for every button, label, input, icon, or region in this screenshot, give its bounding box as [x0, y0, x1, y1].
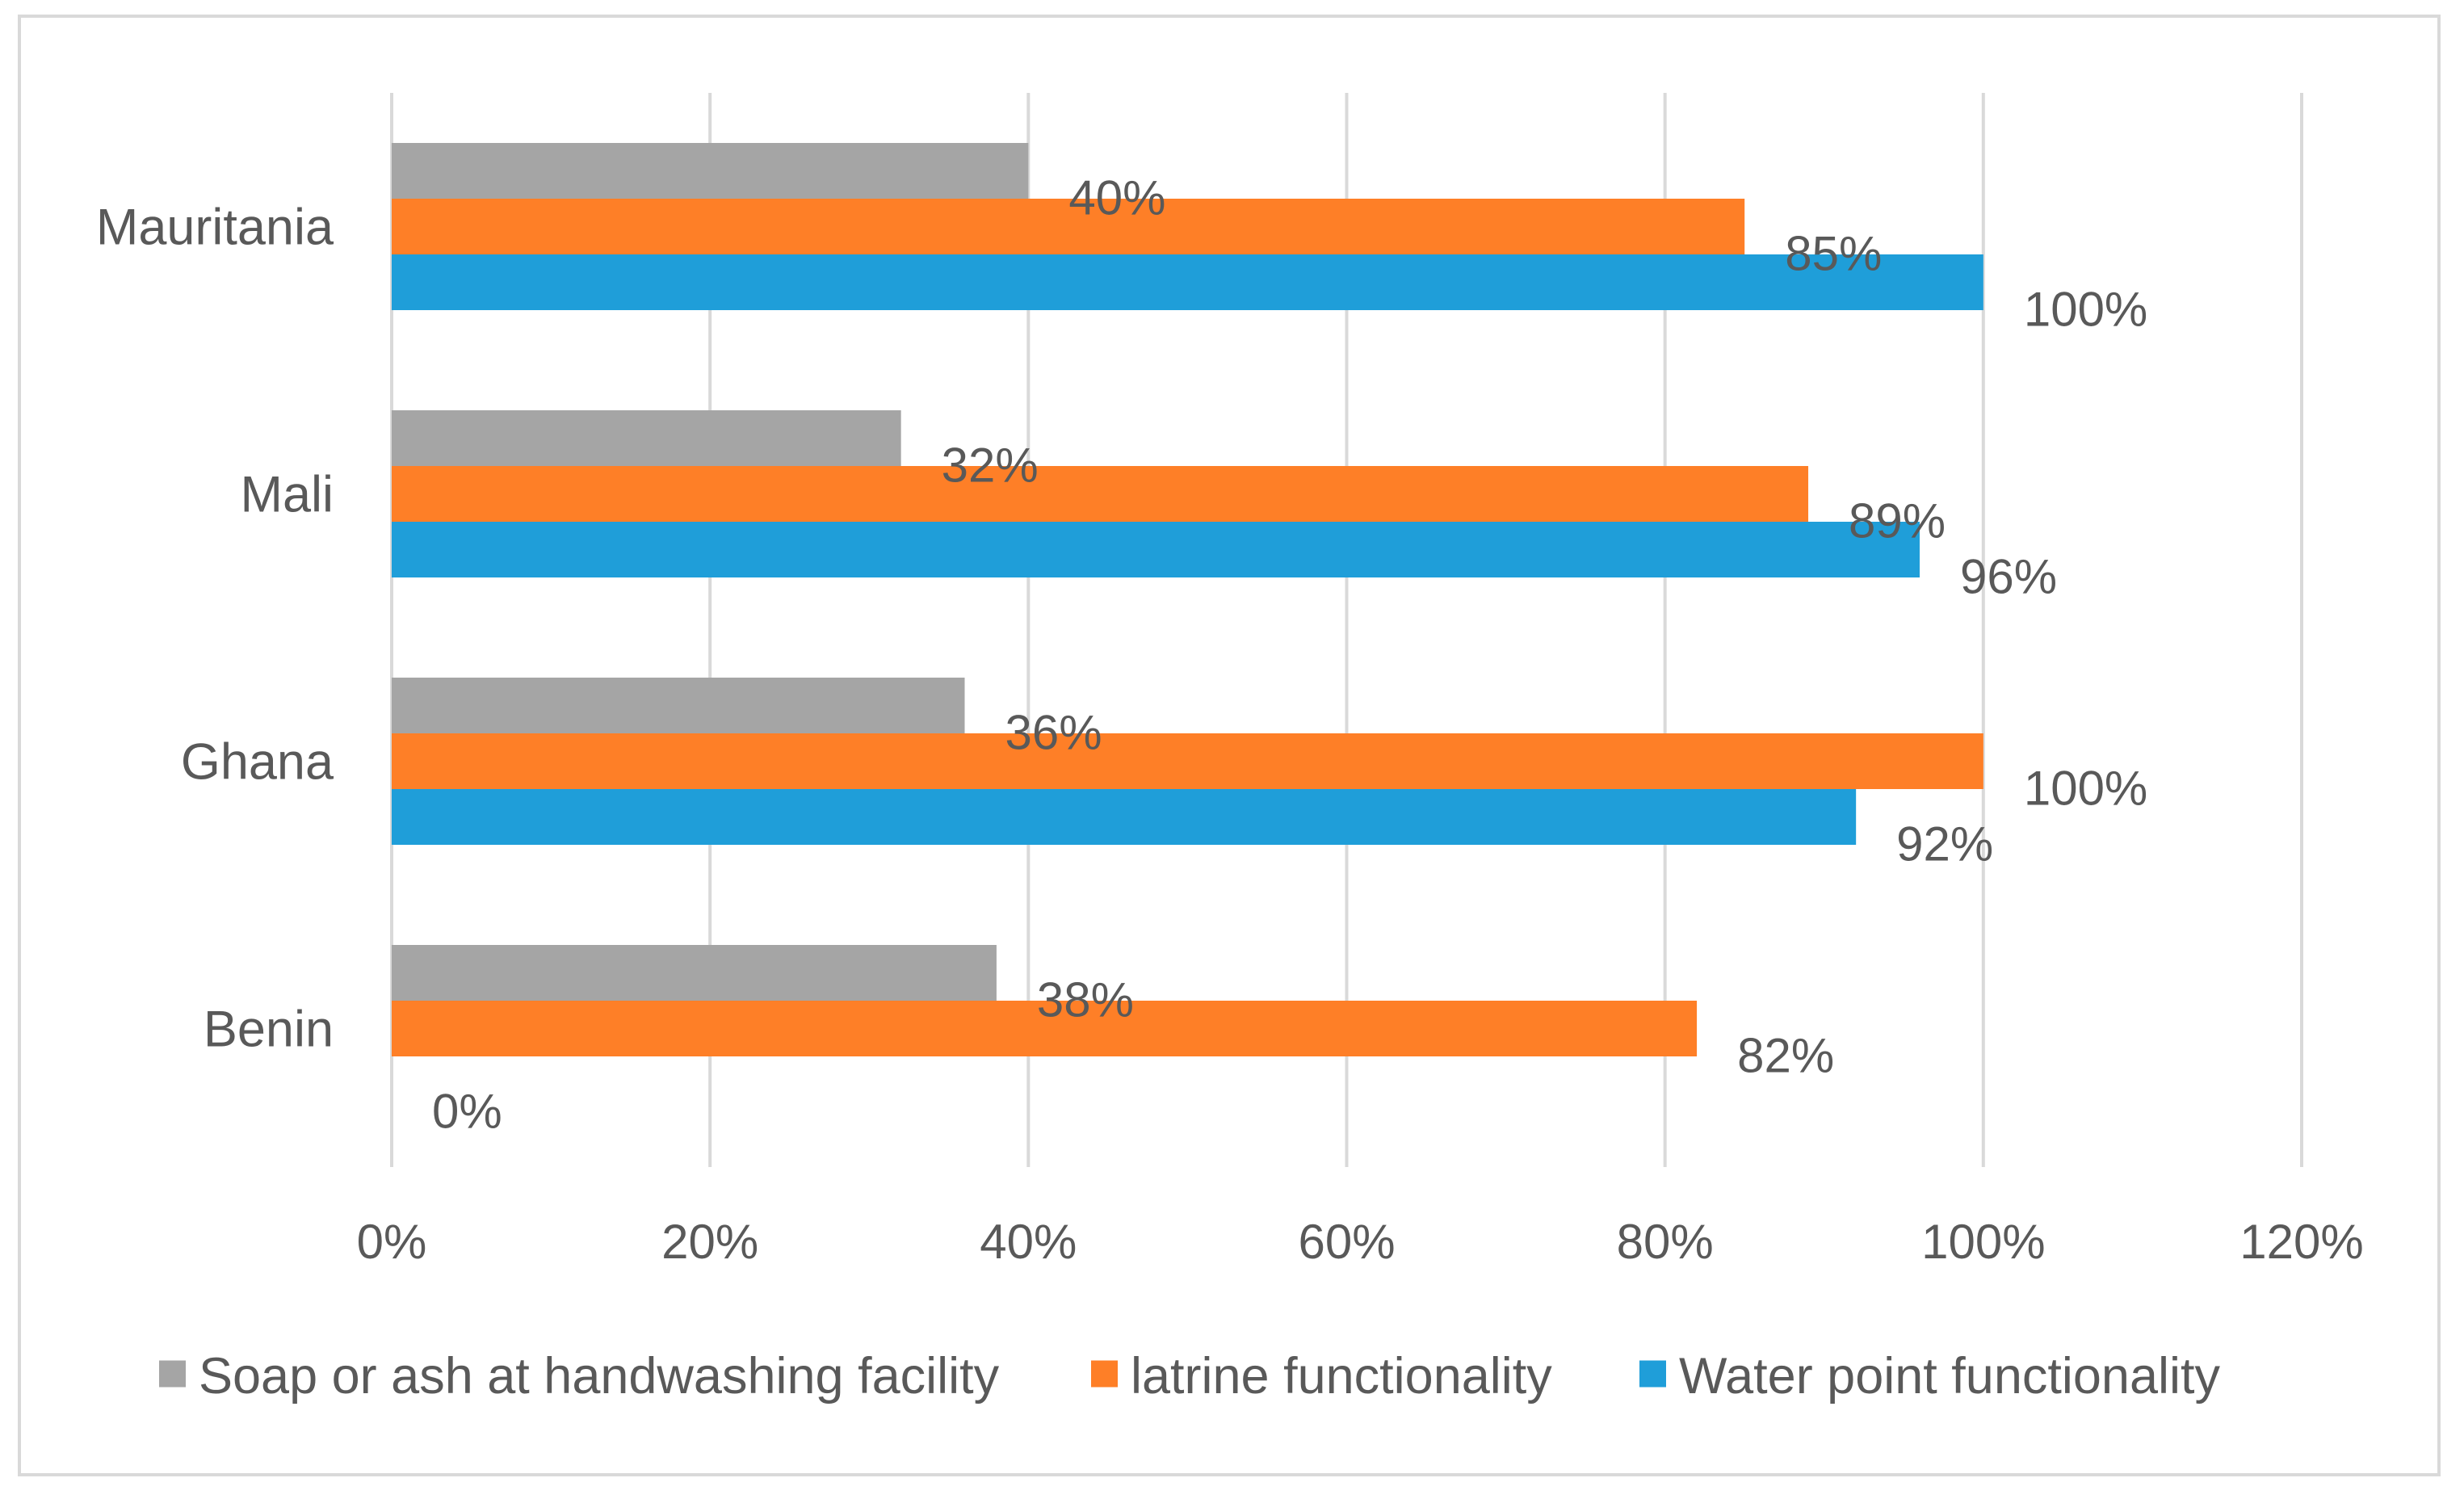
- bar-benin-latrine-functionality: [392, 1001, 1698, 1056]
- data-label-mauritania-soap-or-ash-at-handwashing-facility: 40%: [1068, 171, 1165, 225]
- bar-ghana-soap-or-ash-at-handwashing-facility: [392, 678, 965, 733]
- data-label-mauritania-water-point-functionality: 100%: [2024, 283, 2147, 337]
- legend-label-latrine-functionality: latrine functionality: [1131, 1348, 1552, 1405]
- legend-swatch-soap-or-ash-at-handwashing-facility: [159, 1360, 186, 1388]
- bar-benin-soap-or-ash-at-handwashing-facility: [392, 945, 997, 1001]
- data-label-ghana-latrine-functionality: 100%: [2024, 762, 2147, 816]
- legend-label-water-point-functionality: Water point functionality: [1679, 1348, 2220, 1405]
- bar-ghana-latrine-functionality: [392, 733, 1983, 789]
- x-tick-label: 40%: [980, 1215, 1077, 1269]
- bar-mauritania-latrine-functionality: [392, 199, 1745, 254]
- data-label-mali-water-point-functionality: 96%: [1960, 550, 2057, 604]
- data-label-mali-soap-or-ash-at-handwashing-facility: 32%: [942, 439, 1039, 493]
- x-tick-label: 60%: [1298, 1215, 1395, 1269]
- data-label-benin-water-point-functionality: 0%: [432, 1085, 502, 1139]
- category-label-benin: Benin: [204, 1001, 334, 1058]
- x-tick-label: 0%: [357, 1215, 427, 1269]
- category-label-mali: Mali: [240, 467, 334, 523]
- x-tick-label: 20%: [661, 1215, 758, 1269]
- data-label-mali-latrine-functionality: 89%: [1849, 494, 1946, 548]
- bar-mauritania-water-point-functionality: [392, 254, 1983, 310]
- x-tick-label: 120%: [2239, 1215, 2363, 1269]
- data-label-benin-soap-or-ash-at-handwashing-facility: 38%: [1037, 973, 1134, 1027]
- data-label-benin-latrine-functionality: 82%: [1737, 1029, 1834, 1083]
- legend-swatch-water-point-functionality: [1639, 1360, 1666, 1388]
- bar-mauritania-soap-or-ash-at-handwashing-facility: [392, 143, 1029, 199]
- category-label-ghana: Ghana: [181, 734, 334, 791]
- bar-mali-soap-or-ash-at-handwashing-facility: [392, 410, 901, 466]
- legend-label-soap-or-ash-at-handwashing-facility: Soap or ash at handwashing facility: [199, 1348, 1000, 1405]
- data-label-ghana-water-point-functionality: 92%: [1896, 817, 1993, 871]
- bar-ghana-water-point-functionality: [392, 789, 1857, 845]
- legend-swatch-latrine-functionality: [1091, 1360, 1118, 1388]
- x-tick-label: 100%: [1921, 1215, 2045, 1269]
- data-label-mauritania-latrine-functionality: 85%: [1785, 227, 1882, 281]
- x-tick-label: 80%: [1617, 1215, 1714, 1269]
- bar-mali-water-point-functionality: [392, 522, 1920, 577]
- data-label-ghana-soap-or-ash-at-handwashing-facility: 36%: [1005, 706, 1102, 760]
- category-label-mauritania: Mauritania: [96, 199, 334, 256]
- bar-mali-latrine-functionality: [392, 466, 1809, 522]
